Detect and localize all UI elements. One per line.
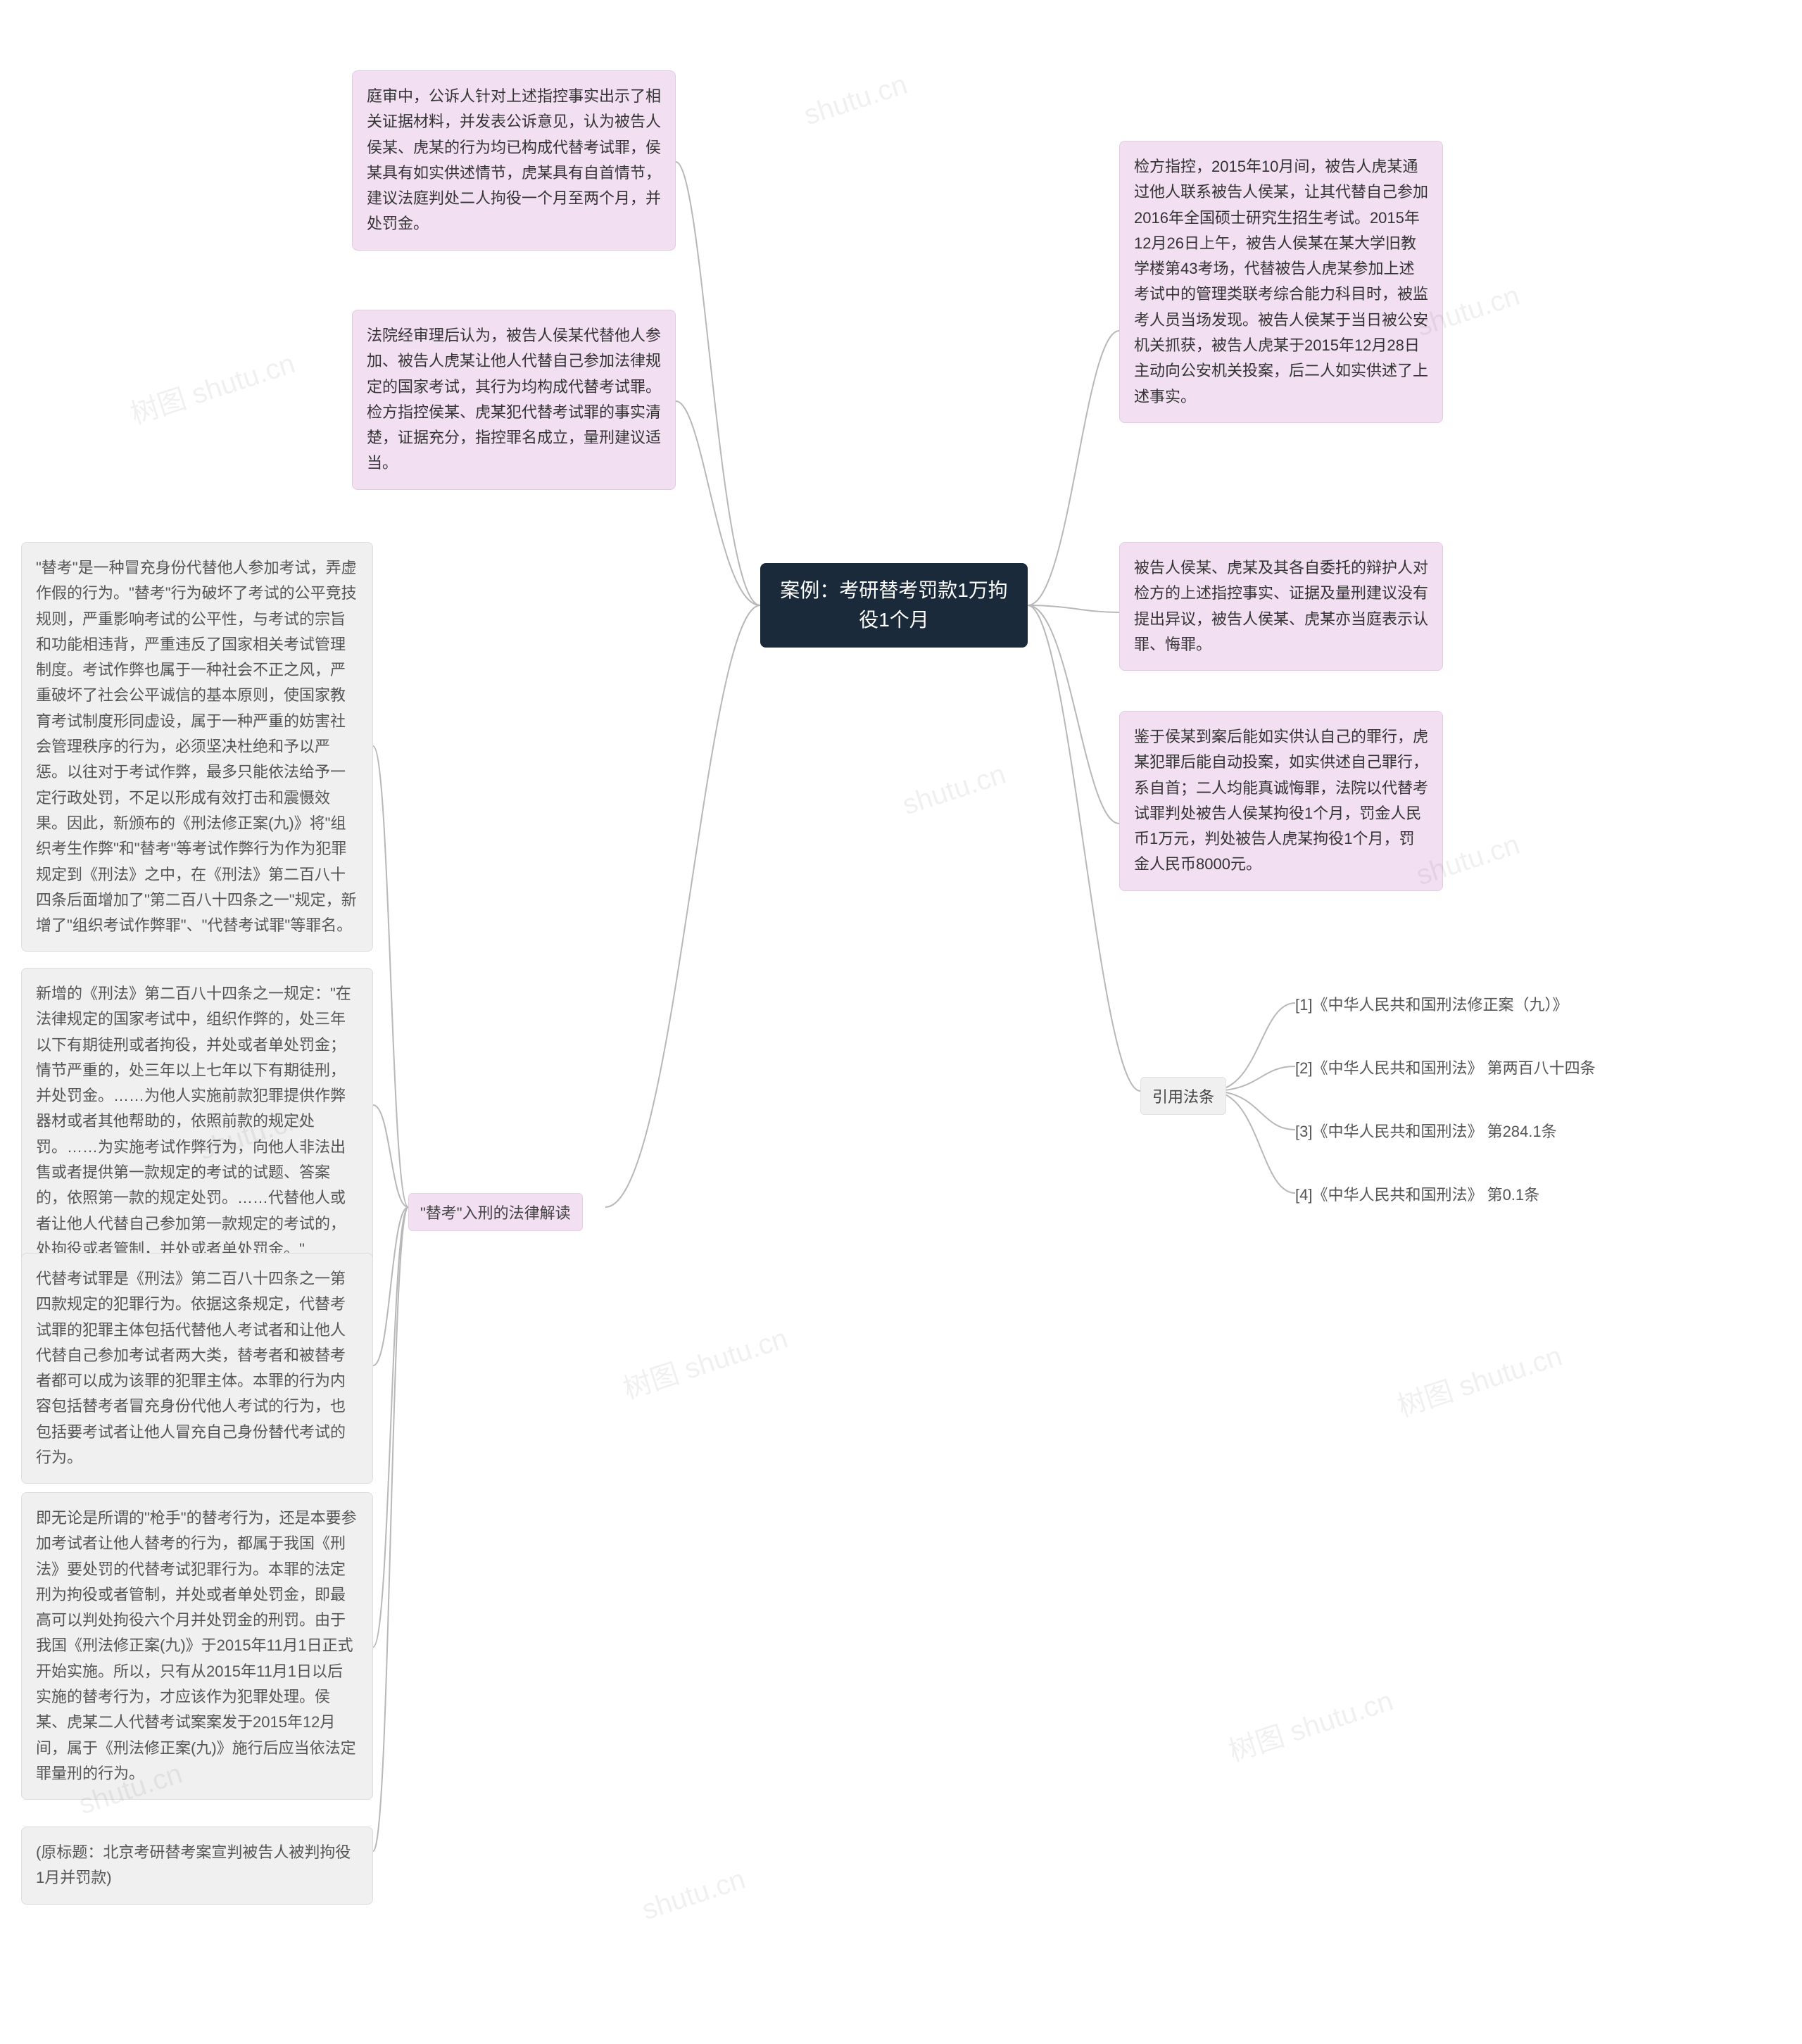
left-gray-node-3: 即无论是所谓的"枪手"的替考行为，还是本要参加考试者让他人替考的行为，都属于我国… (21, 1492, 373, 1800)
watermark: shutu.cn (638, 1864, 750, 1927)
root-title: 案例：考研替考罚款1万拘役1个月 (780, 579, 1008, 631)
node-text: 即无论是所谓的"枪手"的替考行为，还是本要参加考试者让他人替考的行为，都属于我国… (36, 1509, 357, 1782)
left-pink-node-0: 庭审中，公诉人针对上述指控事实出示了相关证据材料，并发表公诉意见，认为被告人侯某… (352, 70, 676, 251)
left-gray-node-0: "替考"是一种冒充身份代替他人参加考试，弄虚作假的行为。"替考"行为破坏了考试的… (21, 542, 373, 952)
ref-text: [1]《中华人民共和国刑法修正案（九）》 (1295, 996, 1568, 1014)
refs-label: 引用法条 (1140, 1077, 1226, 1115)
left-pink-node-1: 法院经审理后认为，被告人侯某代替他人参加、被告人虎某让他人代替自己参加法律规定的… (352, 310, 676, 490)
left-gray-node-4: (原标题：北京考研替考案宣判被告人被判拘役1月并罚款) (21, 1827, 373, 1905)
watermark: 树图 shutu.cn (1223, 1678, 1397, 1769)
ref-item-2: [3]《中华人民共和国刑法》 第284.1条 (1295, 1119, 1557, 1142)
left-gray-node-2: 代替考试罪是《刑法》第二百八十四条之一第四款规定的犯罪行为。依据这条规定，代替考… (21, 1253, 373, 1484)
watermark: shutu.cn (800, 69, 912, 132)
node-text: 新增的《刑法》第二百八十四条之一规定："在法律规定的国家考试中，组织作弊的，处三… (36, 985, 351, 1258)
ref-item-1: [2]《中华人民共和国刑法》 第两百八十四条 (1295, 1056, 1596, 1078)
right-pink-node-0: 检方指控，2015年10月间，被告人虎某通过他人联系被告人侯某，让其代替自己参加… (1119, 141, 1443, 423)
node-text: 法院经审理后认为，被告人侯某代替他人参加、被告人虎某让他人代替自己参加法律规定的… (367, 327, 661, 472)
left-gray-node-1: 新增的《刑法》第二百八十四条之一规定："在法律规定的国家考试中，组织作弊的，处三… (21, 968, 373, 1275)
interpretation-label: "替考"入刑的法律解读 (408, 1193, 583, 1231)
node-text: "替考"是一种冒充身份代替他人参加考试，弄虚作假的行为。"替考"行为破坏了考试的… (36, 559, 357, 934)
right-pink-node-1: 被告人侯某、虎某及其各自委托的辩护人对检方的上述指控事实、证据及量刑建议没有提出… (1119, 542, 1443, 671)
ref-text: [3]《中华人民共和国刑法》 第284.1条 (1295, 1123, 1557, 1140)
watermark: 树图 shutu.cn (125, 341, 299, 432)
node-text: 被告人侯某、虎某及其各自委托的辩护人对检方的上述指控事实、证据及量刑建议没有提出… (1134, 559, 1428, 653)
node-text: 鉴于侯某到案后能如实供认自己的罪行，虎某犯罪后能自动投案，如实供述自己罪行，系自… (1134, 728, 1428, 873)
right-pink-node-2: 鉴于侯某到案后能如实供认自己的罪行，虎某犯罪后能自动投案，如实供述自己罪行，系自… (1119, 711, 1443, 891)
watermark: 树图 shutu.cn (1392, 1333, 1566, 1425)
ref-item-3: [4]《中华人民共和国刑法》 第0.1条 (1295, 1182, 1539, 1205)
node-text: (原标题：北京考研替考案宣判被告人被判拘役1月并罚款) (36, 1843, 351, 1886)
watermark: 树图 shutu.cn (617, 1316, 792, 1407)
root-node: 案例：考研替考罚款1万拘役1个月 (760, 563, 1028, 648)
ref-text: [4]《中华人民共和国刑法》 第0.1条 (1295, 1186, 1539, 1204)
label-text: 引用法条 (1152, 1088, 1214, 1106)
watermark: shutu.cn (899, 759, 1010, 822)
node-text: 庭审中，公诉人针对上述指控事实出示了相关证据材料，并发表公诉意见，认为被告人侯某… (367, 87, 661, 232)
node-text: 检方指控，2015年10月间，被告人虎某通过他人联系被告人侯某，让其代替自己参加… (1134, 158, 1428, 405)
ref-text: [2]《中华人民共和国刑法》 第两百八十四条 (1295, 1059, 1596, 1077)
ref-item-0: [1]《中华人民共和国刑法修正案（九）》 (1295, 992, 1568, 1015)
node-text: 代替考试罪是《刑法》第二百八十四条之一第四款规定的犯罪行为。依据这条规定，代替考… (36, 1270, 346, 1466)
label-text: "替考"入刑的法律解读 (420, 1204, 571, 1222)
